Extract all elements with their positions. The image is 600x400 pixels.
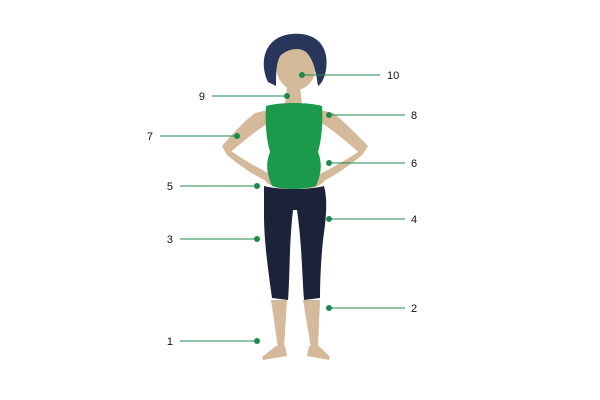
neck	[285, 86, 302, 104]
callout-label-10: 10	[387, 70, 399, 82]
callout-dot-1	[254, 338, 260, 344]
callout-dot-9	[284, 93, 290, 99]
left-foot	[262, 346, 287, 360]
callout-dot-7	[234, 133, 240, 139]
right-leg	[303, 300, 320, 348]
callout-dot-5	[254, 183, 260, 189]
callout-dot-3	[254, 236, 260, 242]
callout-dot-10	[299, 72, 305, 78]
callouts-group: 1 2 3 4 5 6 7 8 9 10	[147, 70, 417, 348]
right-foot	[307, 346, 330, 360]
left-leg	[271, 300, 287, 348]
callout-label-1: 1	[167, 336, 173, 348]
hair	[263, 33, 327, 86]
callout-dot-6	[326, 160, 332, 166]
callout-label-5: 5	[167, 181, 173, 193]
left-forearm	[222, 146, 274, 183]
callout-label-8: 8	[411, 110, 417, 122]
callout-dot-4	[326, 216, 332, 222]
callout-label-4: 4	[411, 214, 417, 226]
callout-label-3: 3	[167, 234, 173, 246]
green-top	[265, 103, 323, 189]
right-forearm	[316, 146, 368, 183]
woman-figure	[222, 33, 368, 360]
left-upper-arm	[222, 110, 270, 155]
dark-pants	[264, 186, 327, 300]
callout-label-2: 2	[411, 303, 417, 315]
callout-label-9: 9	[199, 91, 205, 103]
right-upper-arm	[320, 110, 368, 155]
face	[276, 42, 316, 90]
callout-label-6: 6	[411, 158, 417, 170]
callout-label-7: 7	[147, 131, 153, 143]
callout-dot-8	[326, 112, 332, 118]
callout-dot-2	[326, 305, 332, 311]
